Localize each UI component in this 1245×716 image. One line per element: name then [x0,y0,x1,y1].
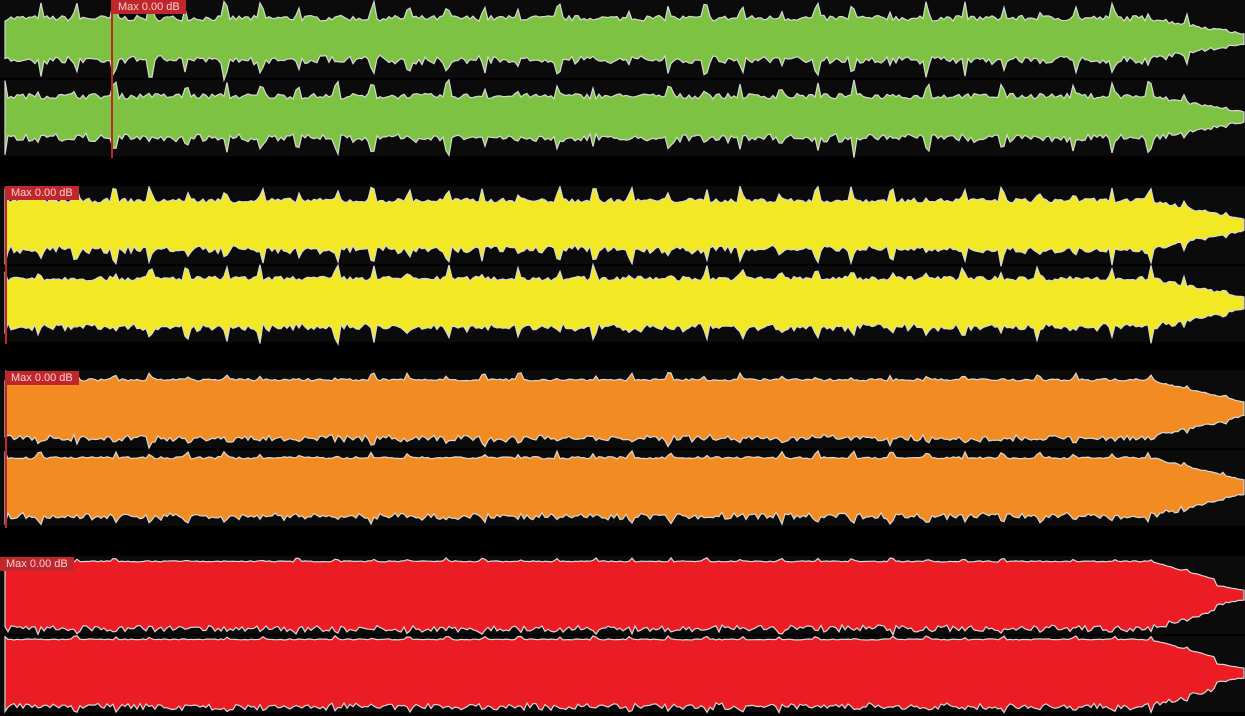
peak-label: Max 0.00 dB [0,557,74,571]
waveform-channel-right [4,262,1245,346]
waveform-channel-left [4,186,1245,267]
track-3[interactable]: Max 0.00 dB [0,370,1245,530]
playhead-marker[interactable] [111,0,113,158]
waveform [4,0,1245,158]
waveform [4,556,1245,715]
peak-label: Max 0.00 dB [5,186,79,200]
waveform-channel-right [4,449,1245,526]
waveform-channel-right [4,78,1245,158]
waveform [4,371,1245,526]
peak-label: Max 0.00 dB [112,0,186,14]
waveform-channel-left [4,556,1245,637]
playhead-marker[interactable] [5,370,7,528]
waveform-channel-right [4,634,1245,715]
track-1[interactable]: Max 0.00 dB [0,0,1245,160]
peak-label: Max 0.00 dB [5,371,79,385]
waveform-channel-left [4,0,1245,83]
waveform-channel-left [4,371,1245,450]
playhead-marker[interactable] [5,186,7,344]
waveform [4,186,1245,346]
track-4[interactable]: Max 0.00 dB [0,556,1245,715]
track-2[interactable]: Max 0.00 dB [0,186,1245,346]
